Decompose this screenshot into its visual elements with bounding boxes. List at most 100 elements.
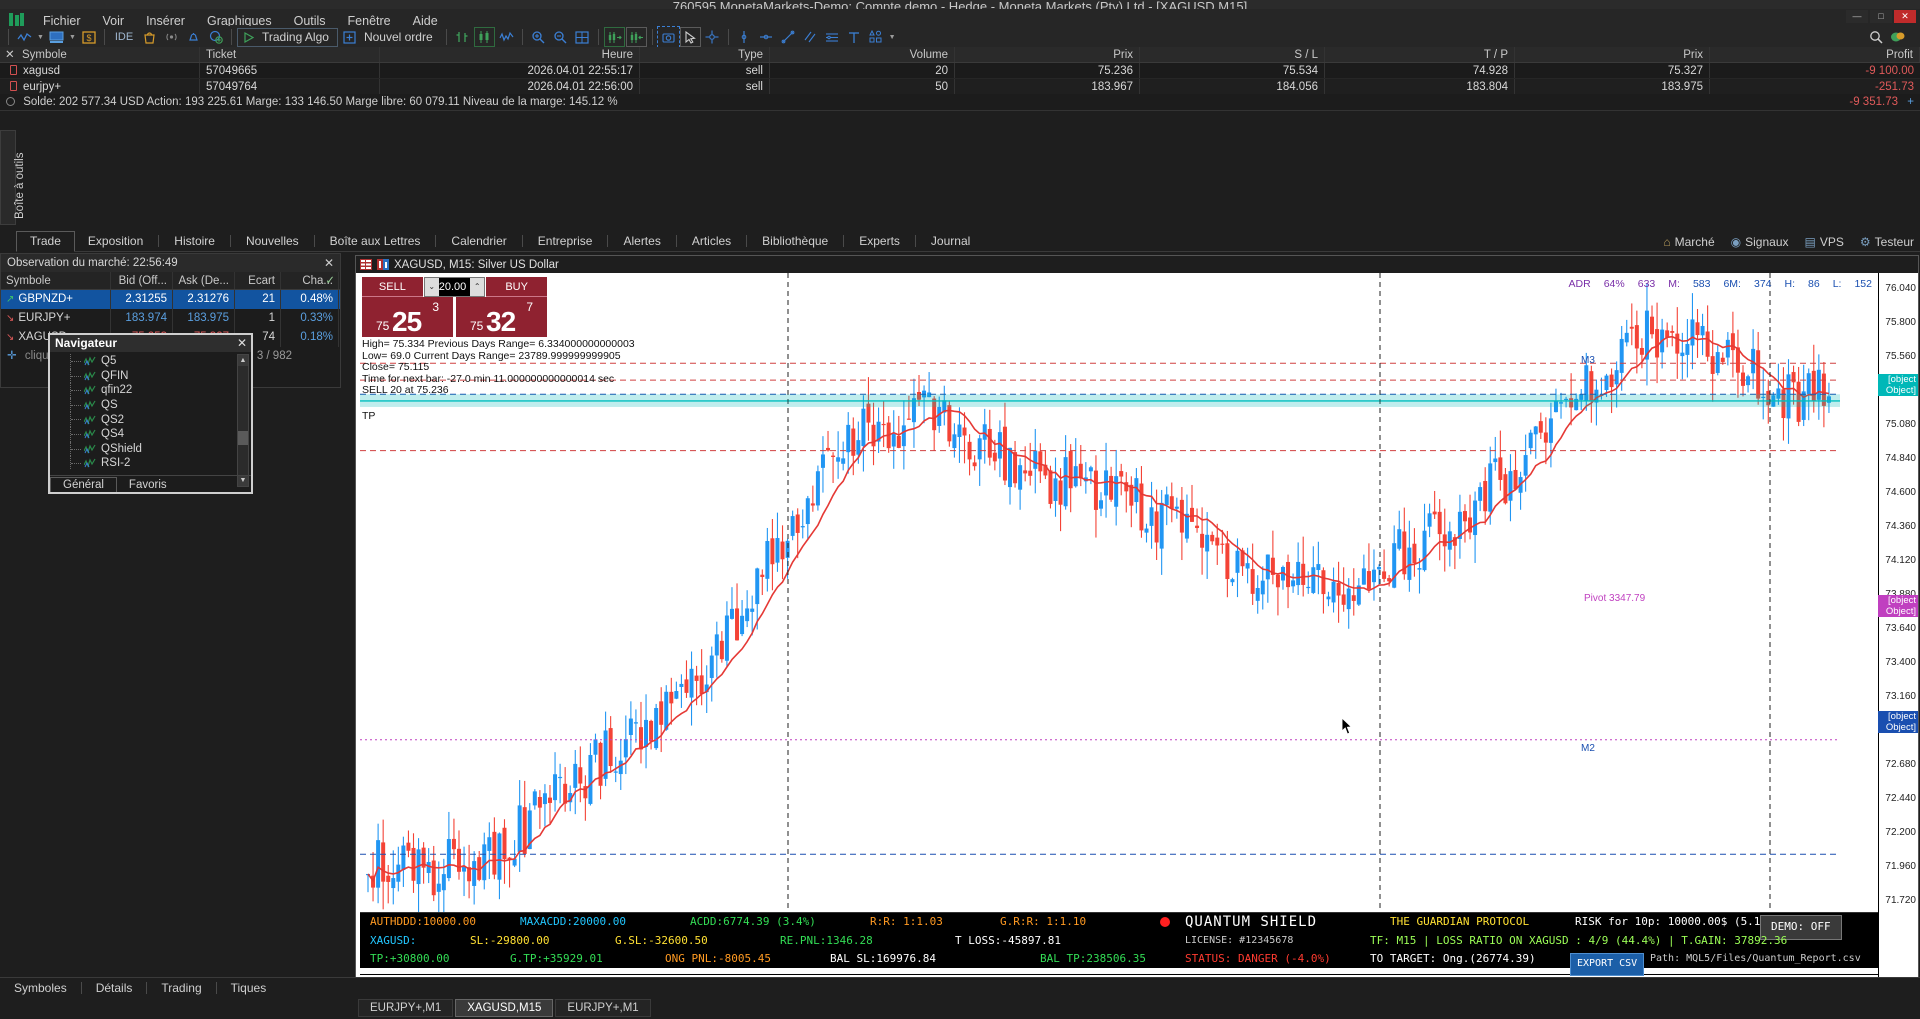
list-item[interactable]: ↘ EURJPY+ 183.974 183.975 1 0.33% bbox=[1, 309, 340, 328]
mw-col-ecart[interactable]: Ecart bbox=[235, 272, 281, 289]
minimize-button[interactable]: — bbox=[1846, 10, 1868, 23]
buy-price-box[interactable]: 75 32 7 bbox=[456, 297, 547, 337]
table-row[interactable]: xagusd 57049665 2026.04.01 22:55:17 sell… bbox=[0, 63, 1920, 79]
chart-plot-area[interactable]: SELL ⌄ 20.00 ⌃ BUY 75 25 3 75 bbox=[356, 273, 1918, 994]
trading-algo-button[interactable]: Trading Algo bbox=[237, 27, 338, 47]
chart-type-dropdown-icon[interactable]: ▼ bbox=[37, 33, 44, 41]
zoom-in-icon[interactable] bbox=[528, 27, 549, 47]
demo-toggle-button[interactable]: DEMO: OFF bbox=[1760, 915, 1842, 940]
buy-button[interactable]: BUY bbox=[486, 277, 547, 297]
list-item[interactable]: ↗ GBPNZD+ 2.31255 2.31276 21 0.48% bbox=[1, 290, 340, 309]
link-vps[interactable]: ▤ VPS bbox=[1804, 235, 1844, 249]
close-button[interactable]: ✕ bbox=[1894, 10, 1916, 23]
col-heure[interactable]: Heure bbox=[380, 47, 640, 62]
tab-alertes[interactable]: Alertes bbox=[623, 234, 661, 248]
col-ticket[interactable]: Ticket bbox=[200, 47, 380, 62]
list-item[interactable]: QFIN bbox=[52, 368, 240, 384]
grid-layout-icon[interactable] bbox=[572, 27, 593, 47]
scroll-up-icon[interactable]: ▲ bbox=[238, 355, 248, 366]
nav-tab-favoris[interactable]: Favoris bbox=[128, 479, 167, 491]
new-order-label[interactable]: Nouvel ordre bbox=[363, 29, 433, 44]
col-tp[interactable]: T / P bbox=[1325, 47, 1515, 62]
volume-increment-icon[interactable]: ⌃ bbox=[470, 278, 485, 296]
col-type[interactable]: Type ✓ bbox=[640, 47, 770, 62]
bar-chart-icon[interactable] bbox=[452, 27, 473, 47]
template-dropdown-icon[interactable]: ▼ bbox=[69, 33, 76, 41]
screenshot-camera-icon[interactable] bbox=[656, 26, 680, 48]
cursor-select-icon[interactable] bbox=[679, 27, 701, 47]
export-csv-button[interactable]: EXPORT CSV bbox=[1570, 953, 1645, 976]
link-marche[interactable]: ⌂ Marché bbox=[1663, 235, 1715, 249]
tab-nouvelles[interactable]: Nouvelles bbox=[245, 234, 299, 248]
close-navigator-icon[interactable]: ✕ bbox=[236, 336, 247, 350]
trendline-icon[interactable] bbox=[778, 27, 799, 47]
scrollbar-thumb[interactable] bbox=[238, 431, 248, 445]
table-row[interactable]: eurjpy+ 57049764 2026.04.01 22:56:00 sel… bbox=[0, 79, 1920, 95]
equidistant-channel-icon[interactable] bbox=[800, 27, 821, 47]
menu-aide[interactable]: Aide bbox=[412, 13, 438, 28]
zoom-out-icon[interactable] bbox=[550, 27, 571, 47]
tab-journal[interactable]: Journal bbox=[930, 234, 971, 248]
vps-add-icon[interactable] bbox=[205, 27, 226, 47]
tab-boite-aux-lettres[interactable]: Boîte aux Lettres bbox=[329, 234, 421, 248]
mw-col-symbole[interactable]: Symbole bbox=[1, 272, 111, 289]
col-sl[interactable]: S / L bbox=[1140, 47, 1325, 62]
scroll-chart-left-icon[interactable] bbox=[625, 27, 647, 47]
col-prix[interactable]: Prix bbox=[955, 47, 1140, 62]
line-graph-icon[interactable] bbox=[496, 27, 517, 47]
status-trading[interactable]: Trading bbox=[161, 980, 202, 995]
currency-dollar-icon[interactable]: $ bbox=[78, 27, 99, 47]
volume-stepper[interactable]: ⌄ 20.00 ⌃ bbox=[423, 277, 486, 297]
new-order-icon[interactable] bbox=[339, 27, 360, 47]
list-item[interactable]: qfin22 bbox=[52, 383, 240, 398]
list-item[interactable]: QS4 bbox=[52, 426, 240, 442]
list-item[interactable]: RSI-2 bbox=[52, 456, 240, 469]
signals-broadcast-icon[interactable] bbox=[161, 27, 182, 47]
tab-trade[interactable]: Trade bbox=[16, 231, 75, 252]
navigator-scrollbar[interactable]: ▲ ▼ bbox=[237, 354, 249, 487]
toolbox-vertical-tab[interactable]: Boîte à outils bbox=[0, 130, 26, 225]
expand-summary-icon[interactable]: + bbox=[1907, 96, 1914, 108]
chart-tab-eurjpy-2[interactable]: EURJPY+,M1 bbox=[555, 999, 651, 1017]
search-icon[interactable] bbox=[1865, 27, 1886, 47]
list-item[interactable]: QShield bbox=[52, 441, 240, 457]
sell-button[interactable]: SELL bbox=[362, 277, 423, 297]
status-symboles[interactable]: Symboles bbox=[14, 980, 67, 995]
alerts-bell-icon[interactable] bbox=[183, 27, 204, 47]
tab-calendrier[interactable]: Calendrier bbox=[451, 234, 507, 248]
col-symbole[interactable]: ✕ Symbole bbox=[0, 47, 200, 62]
notifications-icon[interactable] bbox=[1887, 27, 1908, 47]
col-prix-current[interactable]: Prix bbox=[1515, 47, 1710, 62]
market-bag-icon[interactable] bbox=[139, 27, 160, 47]
status-details[interactable]: Détails bbox=[95, 980, 133, 995]
volume-value[interactable]: 20.00 bbox=[438, 278, 471, 296]
menu-fichier[interactable]: Fichier bbox=[43, 13, 81, 28]
scroll-down-icon[interactable]: ▼ bbox=[238, 475, 248, 486]
line-chart-icon[interactable] bbox=[14, 27, 35, 47]
candlestick-chart-icon[interactable] bbox=[473, 27, 495, 47]
menu-graphiques[interactable]: Graphiques bbox=[206, 13, 272, 28]
list-item[interactable]: QS2 bbox=[52, 412, 240, 427]
text-label-icon[interactable] bbox=[844, 27, 865, 47]
menu-voir[interactable]: Voir bbox=[102, 13, 125, 28]
tab-bibliotheque[interactable]: Bibliothèque bbox=[762, 234, 829, 248]
ide-button[interactable]: IDE bbox=[114, 31, 134, 43]
tab-entreprise[interactable]: Entreprise bbox=[537, 234, 593, 248]
candlestick-plot[interactable] bbox=[360, 273, 1878, 914]
col-volume[interactable]: Volume bbox=[770, 47, 955, 62]
maximize-button[interactable]: □ bbox=[1870, 10, 1892, 23]
close-market-watch-icon[interactable]: ✕ bbox=[323, 256, 334, 270]
horizontal-line-icon[interactable] bbox=[756, 27, 777, 47]
shapes-icon[interactable] bbox=[866, 27, 887, 47]
mw-col-bid[interactable]: Bid (Off... bbox=[111, 272, 173, 289]
template-chart-icon[interactable] bbox=[46, 27, 67, 47]
list-item[interactable]: Q5 bbox=[52, 354, 240, 369]
tab-articles[interactable]: Articles bbox=[691, 234, 732, 248]
mw-col-change[interactable]: Cha... ✓ bbox=[281, 272, 339, 289]
close-panel-icon[interactable]: ✕ bbox=[5, 49, 15, 61]
menu-outils[interactable]: Outils bbox=[293, 13, 326, 28]
price-axis[interactable]: 76.040 75.800 75.560 75.320 75.080 74.84… bbox=[1878, 273, 1918, 994]
sell-price-box[interactable]: 75 25 3 bbox=[362, 297, 453, 337]
col-profit[interactable]: Profit bbox=[1710, 47, 1920, 62]
status-tiques[interactable]: Tiques bbox=[230, 980, 267, 995]
